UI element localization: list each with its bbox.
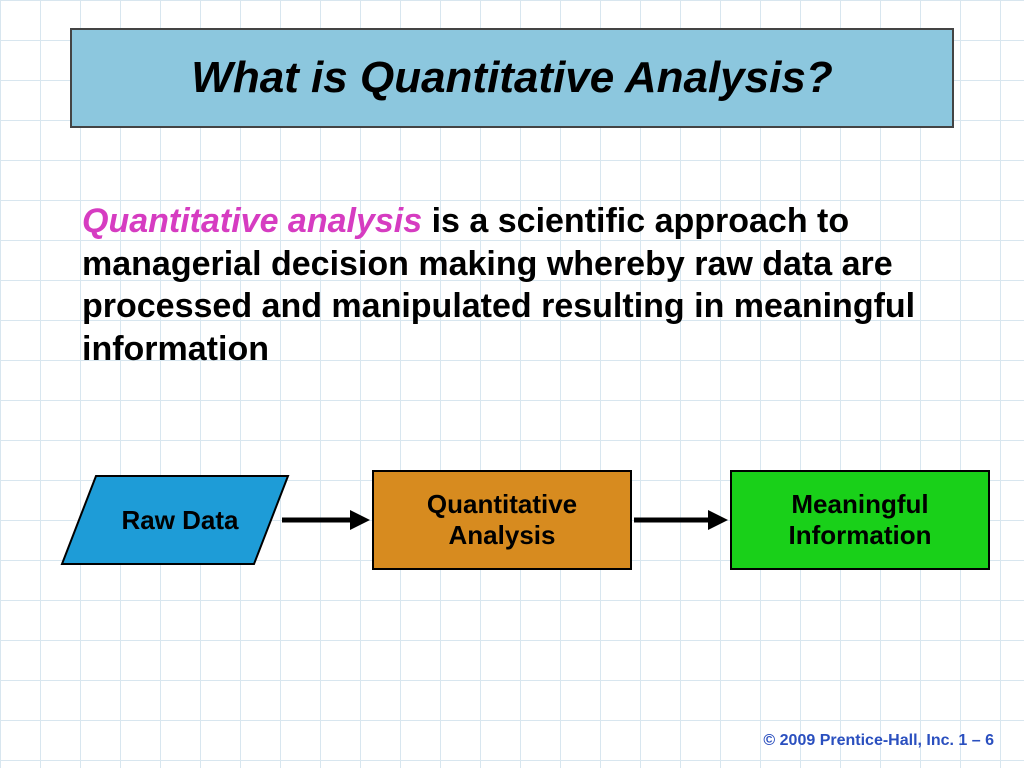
node-raw-data: Raw Data: [60, 474, 290, 566]
arrow-2: [634, 510, 728, 530]
footer-copyright: © 2009 Prentice-Hall, Inc. 1 – 6: [763, 732, 994, 750]
node-meaningful-label: MeaningfulInformation: [789, 489, 932, 551]
flowchart: Raw Data QuantitativeAnalysis Meaningful…: [50, 460, 974, 580]
title-box: What is Quantitative Analysis?: [70, 28, 954, 128]
body-paragraph: Quantitative analysis is a scientific ap…: [82, 200, 942, 370]
node-meaningful-information: MeaningfulInformation: [730, 470, 990, 570]
slide-title: What is Quantitative Analysis?: [191, 53, 832, 103]
highlight-term: Quantitative analysis: [82, 202, 422, 240]
node-raw-data-label: Raw Data: [60, 474, 290, 566]
node-qa-label: QuantitativeAnalysis: [427, 489, 577, 551]
arrow-1: [282, 510, 370, 530]
node-quantitative-analysis: QuantitativeAnalysis: [372, 470, 632, 570]
